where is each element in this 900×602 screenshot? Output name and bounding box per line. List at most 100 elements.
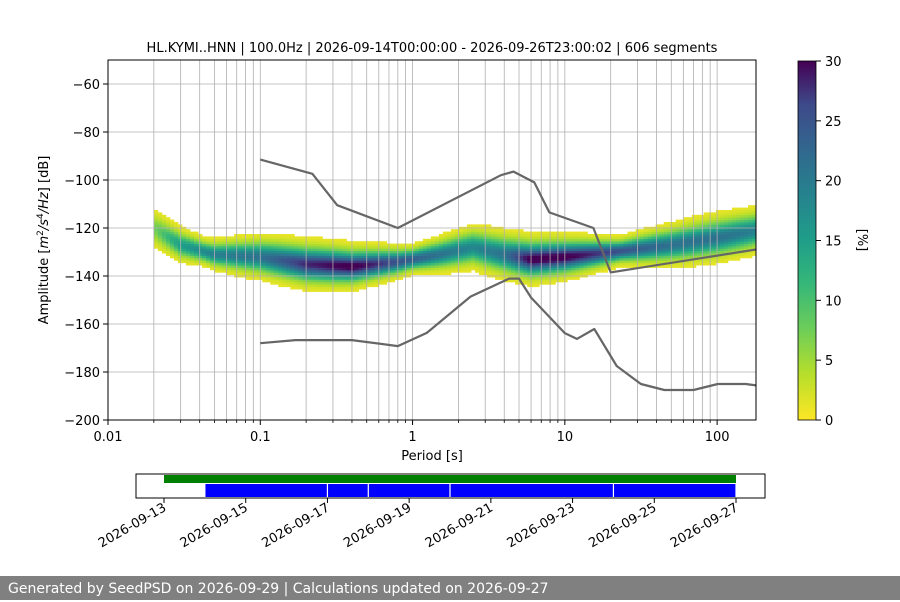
density-cell: [314, 258, 319, 261]
density-cell: [458, 243, 464, 247]
density-cell: [575, 236, 580, 240]
density-cell: [735, 236, 741, 240]
density-cell: [350, 286, 355, 290]
density-cell: [186, 258, 191, 261]
density-cell: [169, 241, 175, 244]
density-cell: [543, 258, 548, 261]
density-cell: [202, 250, 207, 254]
density-cell: [254, 255, 259, 259]
density-cell: [342, 246, 347, 249]
density-cell: [471, 258, 476, 261]
density-cell: [262, 250, 267, 254]
density-cell: [266, 277, 271, 280]
density-cell: [318, 243, 323, 247]
density-cell: [467, 250, 472, 254]
density-cell: [523, 265, 528, 268]
density-cell: [406, 272, 412, 276]
density-cell: [731, 217, 737, 220]
density-cell: [254, 272, 259, 276]
density-cell: [667, 253, 673, 256]
density-cell: [222, 267, 227, 271]
density-cell: [442, 255, 448, 259]
density-cell: [326, 250, 331, 254]
density-cell: [318, 267, 323, 271]
density-cell: [454, 243, 460, 247]
density-cell: [479, 229, 484, 232]
density-cell: [250, 234, 255, 237]
density-cell: [254, 243, 259, 247]
density-cell: [739, 231, 745, 235]
density-cell: [731, 207, 737, 211]
density-cell: [326, 243, 331, 247]
density-cell: [663, 250, 669, 254]
density-cell: [214, 246, 219, 249]
density-cell: [467, 236, 472, 240]
density-cell: [547, 262, 552, 266]
density-cell: [683, 229, 689, 232]
density-cell: [262, 243, 267, 247]
density-cell: [559, 236, 564, 240]
density-cell: [631, 238, 636, 242]
density-cell: [169, 229, 175, 232]
density-cell: [238, 253, 243, 256]
density-cell: [719, 217, 725, 220]
density-cell: [450, 265, 456, 268]
density-cell: [438, 267, 444, 271]
density-cell: [559, 277, 564, 280]
density-cell: [507, 246, 512, 249]
density-cell: [611, 253, 616, 256]
density-cell: [350, 241, 355, 244]
density-cell: [579, 265, 584, 268]
density-cell: [559, 248, 564, 252]
density-cell: [571, 270, 576, 273]
density-cell: [274, 258, 279, 261]
density-cell: [169, 219, 175, 223]
density-cell: [691, 234, 697, 237]
density-cell: [519, 267, 524, 271]
density-cell: [262, 255, 267, 259]
density-cell: [354, 282, 359, 285]
density-cell: [583, 250, 588, 254]
density-cell: [535, 279, 540, 283]
density-cell: [346, 262, 351, 266]
density-cell: [434, 267, 440, 271]
density-cell: [254, 241, 259, 244]
density-cell: [691, 238, 697, 242]
density-cell: [350, 243, 355, 247]
density-cell: [587, 248, 592, 252]
density-cell: [406, 250, 412, 254]
density-cell: [619, 248, 624, 252]
density-cell: [611, 238, 616, 242]
density-cell: [314, 238, 319, 242]
density-cell: [623, 241, 628, 244]
density-cell: [302, 250, 307, 254]
density-cell: [177, 260, 183, 264]
density-cell: [651, 234, 656, 237]
density-cell: [286, 284, 291, 288]
density-cell: [326, 284, 331, 288]
density-cell: [322, 238, 327, 242]
density-cell: [398, 255, 404, 259]
density-cell: [687, 265, 693, 268]
density-cell: [619, 258, 624, 261]
density-cell: [186, 238, 191, 242]
density-cell: [338, 279, 343, 283]
density-cell: [310, 243, 315, 247]
density-cell: [523, 241, 528, 244]
density-cell: [374, 248, 379, 252]
density-cell: [446, 246, 452, 249]
density-cell: [270, 277, 275, 280]
density-cell: [752, 205, 757, 208]
density-cell: [165, 222, 171, 225]
density-cell: [426, 248, 432, 252]
density-cell: [294, 277, 299, 280]
density-cell: [695, 243, 701, 247]
density-cell: [479, 248, 484, 252]
density-cell: [547, 241, 552, 244]
density-cell: [631, 253, 636, 256]
density-cell: [250, 243, 255, 247]
density-cell: [310, 284, 315, 288]
density-cell: [270, 250, 275, 254]
density-cell: [523, 277, 528, 280]
density-cell: [723, 243, 729, 247]
